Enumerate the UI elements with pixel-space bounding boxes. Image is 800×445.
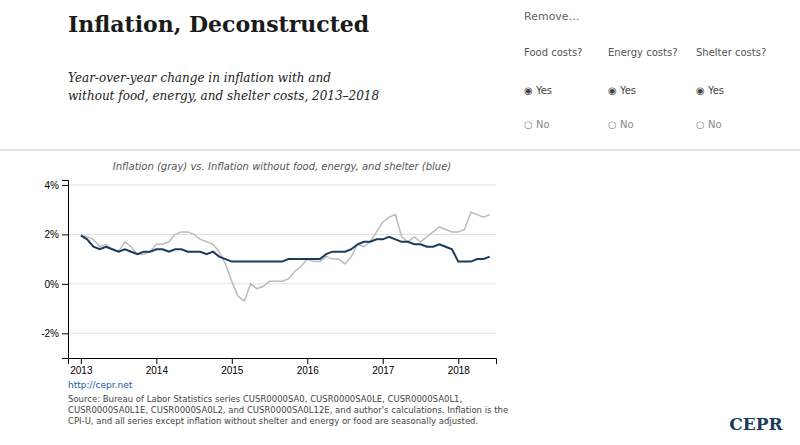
x-tick: 2015 [221,358,244,376]
x-tick-mark [156,358,157,364]
x-axis: 2013 2014 2015 2016 2017 2018 [69,358,497,376]
radio-no: ○ No [524,119,550,130]
source-note-line: CPI-U, and all series except inflation w… [68,416,478,426]
logo-text: CEPR [729,414,783,434]
y-tick-label: 4% [45,180,60,191]
chart-label-line: Inflation (gray) vs. Inflation without f… [113,161,451,172]
control-header: Energy costs? [608,47,677,58]
source-url: http://cepr.net [68,380,133,390]
x-tick-label: 2018 [448,365,471,376]
source-note-line: CUSR0000SA0L1E, CUSR0000SA0L2, and CUSR0… [68,405,508,415]
x-tick: 2014 [146,358,169,376]
logo-text-line: CEPR [729,414,783,434]
control-header: Shelter costs? [696,47,766,58]
x-tick-mark [383,358,384,364]
x-tick: 2013 [70,358,93,376]
y-tick-mark [62,333,68,334]
y-tick: -2% [41,328,68,339]
radio-no-line: ○ No [696,119,722,130]
y-axis-line [62,181,69,359]
x-tick-mark [458,358,459,364]
y-tick-mark [62,284,68,285]
x-tick-mark [81,358,82,364]
radio-no: ○ No [696,119,722,130]
grid-line [68,184,496,185]
radio-yes: ◉ Yes [524,85,552,96]
grid-line [68,333,496,334]
chart-label: Inflation (gray) vs. Inflation without f… [113,161,451,172]
y-tick: 2% [45,229,68,240]
subtitle: Year-over-year change in inflation with … [68,71,379,103]
x-tick-label: 2013 [70,365,93,376]
source-note: Source: Bureau of Labor Statistics serie… [68,394,508,426]
radio-yes: ◉ Yes [608,85,636,96]
title-line: Inflation, Deconstructed [68,11,369,37]
x-tick-label: 2016 [297,365,320,376]
y-tick: 4% [45,180,68,191]
control-header-line: Shelter costs? [696,47,766,58]
grid-line [68,234,496,235]
x-tick: 2016 [297,358,320,376]
series-line [81,212,490,301]
grid [68,185,496,333]
y-tick: 0% [45,279,68,290]
y-tick-label: 2% [45,229,60,240]
source-url-line: http://cepr.net [68,380,133,390]
y-axis: -2% 0% 2% 4% [41,180,68,359]
radio-no-line: ○ No [608,119,634,130]
chart: Inflation, Deconstructed Year-over-year c… [0,0,800,445]
control-header-line: Food costs? [524,47,582,58]
series-line [81,235,490,261]
remove-label: Remove... [524,10,579,23]
x-tick-label: 2015 [221,365,244,376]
x-tick-mark [307,358,308,364]
source-note-line: Source: Bureau of Labor Statistics serie… [68,394,462,404]
separator [0,150,800,151]
x-tick-label: 2017 [372,365,395,376]
y-tick-label: 0% [45,279,60,290]
x-axis-line [69,359,497,365]
radio-yes: ◉ Yes [696,85,724,96]
subtitle-line: without food, energy, and shelter costs,… [68,89,379,103]
radio-yes-line: ◉ Yes [696,85,724,96]
subtitle-line: Year-over-year change in inflation with … [68,71,331,85]
y-tick-mark [62,185,68,186]
radio-no: ○ No [608,119,634,130]
y-tick-mark [62,234,68,235]
radio-yes-line: ◉ Yes [608,85,636,96]
control-header-line: Energy costs? [608,47,677,58]
x-tick-label: 2014 [146,365,169,376]
radio-no-line: ○ No [524,119,550,130]
x-tick-mark [232,358,233,364]
control-header: Food costs? [524,47,582,58]
x-tick: 2017 [372,358,395,376]
x-tick: 2018 [448,358,471,376]
grid-line [68,283,496,284]
y-tick-label: -2% [41,328,59,339]
remove-label-line: Remove... [524,10,579,23]
radio-yes-line: ◉ Yes [524,85,552,96]
title: Inflation, Deconstructed [68,11,369,37]
plot-area [81,212,490,301]
